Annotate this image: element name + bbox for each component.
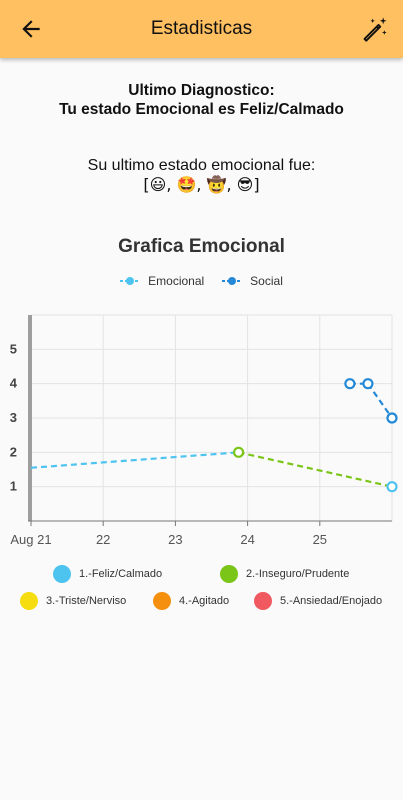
last-state-label: Su ultimo estado emocional fue:	[87, 157, 316, 174]
legend-item-social[interactable]: Social	[222, 274, 283, 288]
data-point	[386, 481, 398, 493]
diagnostic-result: Tu estado Emocional es Feliz/Calmado	[59, 101, 344, 118]
chart-title: Grafica Emocional	[118, 236, 285, 257]
y-tick-label: 2	[10, 444, 17, 459]
data-point	[232, 446, 245, 458]
auto-fix-magic-wand-icon[interactable]	[361, 15, 389, 43]
y-tick-label: 4	[10, 376, 18, 391]
legend-label-social: Social	[250, 274, 283, 288]
legend-marker-emocional	[120, 277, 141, 285]
series-line-segment	[30, 451, 239, 469]
state-label: 4.-Agitado	[179, 595, 230, 607]
state-legend-item: 4.-Agitado	[153, 592, 229, 610]
y-tick-label: 3	[10, 410, 17, 425]
state-legend-item: 5.-Ansiedad/Enojado	[254, 592, 382, 610]
state-label: 5.-Ansiedad/Enojado	[280, 595, 383, 607]
app-bar: Estadisticas	[0, 0, 403, 58]
state-legend-item: 2.-Inseguro/Prudente	[220, 565, 349, 583]
x-tick-label: 22	[96, 532, 110, 547]
data-point	[362, 378, 374, 390]
legend-marker-social	[222, 277, 243, 285]
x-tick-label: 25	[313, 532, 327, 547]
legend-label-emocional: Emocional	[148, 274, 205, 288]
legend-item-emocional[interactable]: Emocional	[120, 274, 204, 288]
state-label: 1.-Feliz/Calmado	[79, 568, 163, 580]
state-label: 3.-Triste/Nerviso	[46, 595, 127, 607]
diagnostic-title: Ultimo Diagnostico:	[128, 82, 275, 99]
series-line-segment	[238, 451, 393, 488]
state-legend-item: 3.-Triste/Nerviso	[20, 592, 126, 610]
last-state-emojis: [😃, 🤩, 🤠, 😎]	[143, 175, 260, 194]
state-legend-item: 1.-Feliz/Calmado	[53, 565, 162, 583]
chart-legend: Emocional Social	[0, 274, 403, 288]
x-tick-label: 23	[168, 532, 182, 547]
x-tick-label: Aug 21	[10, 532, 51, 547]
x-tick-label: 24	[240, 532, 254, 547]
state-color-dot	[53, 565, 71, 583]
last-state: Su ultimo estado emocional fue: [😃, 🤩, 🤠…	[0, 156, 403, 194]
data-point	[386, 412, 398, 424]
data-point	[344, 378, 356, 390]
state-color-dot	[254, 592, 272, 610]
state-color-dot	[20, 592, 38, 610]
state-color-dot	[220, 565, 238, 583]
y-tick-label: 5	[10, 341, 17, 356]
state-label: 2.-Inseguro/Prudente	[246, 568, 350, 580]
state-color-dot	[153, 592, 171, 610]
diagnostic-text: Ultimo Diagnostico: Tu estado Emocional …	[0, 81, 403, 119]
series-line-segment	[367, 383, 393, 419]
arrow-left-icon[interactable]	[18, 16, 44, 42]
page-title: Estadisticas	[150, 18, 253, 39]
y-tick-label: 1	[10, 479, 17, 494]
